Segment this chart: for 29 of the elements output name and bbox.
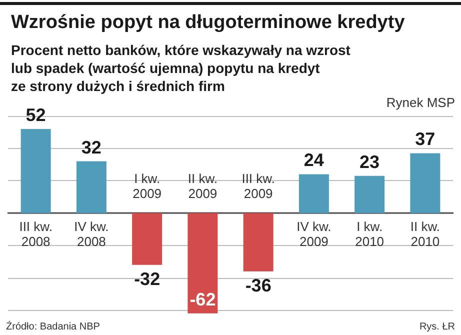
x-tick-label: I kw. 2010 bbox=[355, 219, 384, 250]
x-tick-label: I kw. 2009 bbox=[132, 171, 162, 202]
data-label: 37 bbox=[415, 129, 436, 150]
chart-subtitle: Procent netto banków, które wskazywały na wzrost lub spadek (wartość ujemna) popytu na kredyt ze strony dużych i średnich firm bbox=[11, 42, 351, 94]
data-label: -32 bbox=[134, 268, 160, 289]
bar bbox=[298, 174, 329, 214]
bar bbox=[188, 213, 218, 314]
bar bbox=[354, 176, 385, 214]
bar bbox=[132, 213, 162, 265]
chart-title: Wzrośnie popyt na długoterminowe kredyty bbox=[11, 12, 406, 33]
data-label: 52 bbox=[26, 104, 46, 125]
bar bbox=[20, 128, 51, 214]
data-label: -36 bbox=[245, 275, 272, 296]
bar bbox=[76, 161, 106, 214]
data-label: 32 bbox=[81, 137, 102, 158]
text: Rys. ŁR bbox=[419, 322, 455, 332]
text: Źródło: Badania NBP bbox=[6, 320, 100, 332]
x-tick-label: IV kw. 2009 bbox=[296, 219, 332, 250]
data-label: 24 bbox=[304, 150, 324, 170]
x-tick-label: IV kw. 2008 bbox=[74, 219, 109, 250]
x-tick-label: II kw. 2010 bbox=[410, 219, 440, 250]
bar bbox=[243, 213, 274, 272]
x-tick-label: III kw. 2009 bbox=[242, 171, 275, 202]
text: Rynek MSP bbox=[386, 95, 456, 110]
x-tick-label: II kw. 2009 bbox=[188, 171, 218, 202]
data-label: 23 bbox=[360, 152, 380, 172]
data-label: -62 bbox=[190, 289, 216, 310]
x-tick-label: III kw. 2008 bbox=[19, 219, 52, 250]
bar bbox=[410, 153, 440, 214]
